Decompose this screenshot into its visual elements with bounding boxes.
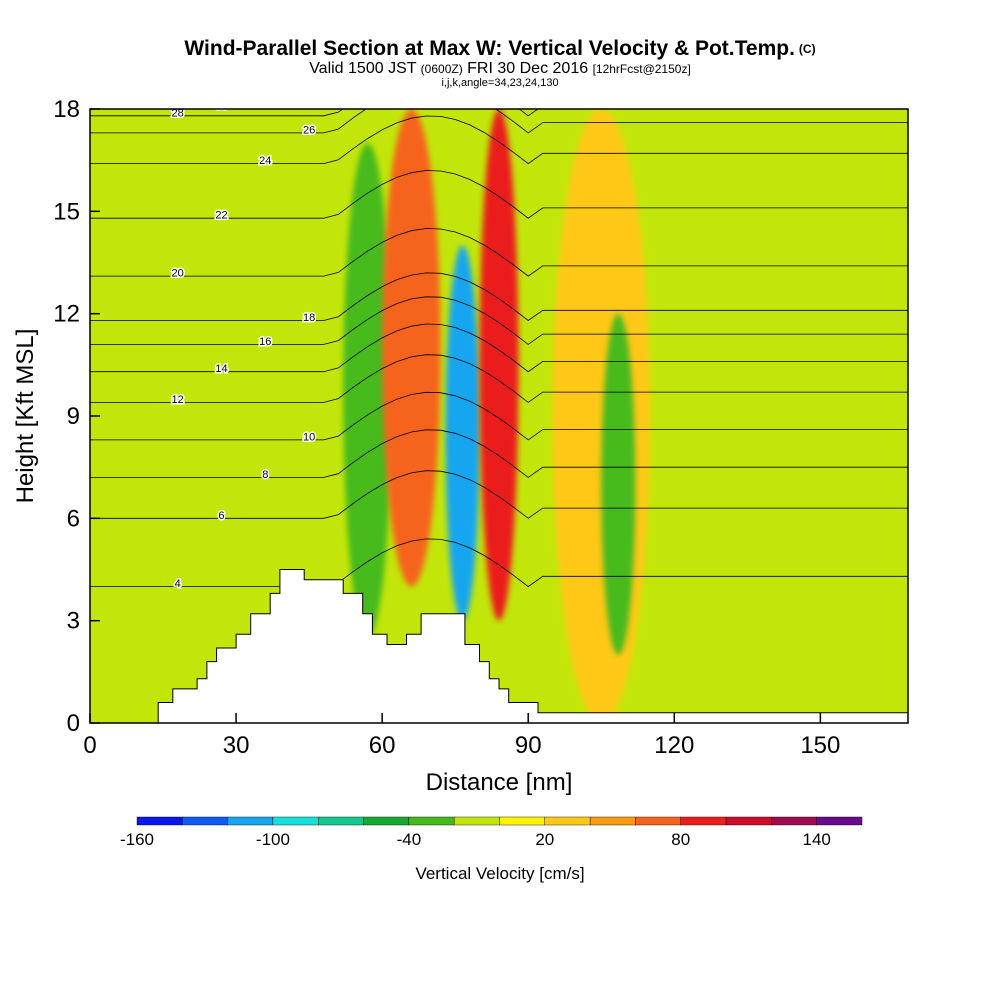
- w-region-downdraft-110nm: [601, 313, 636, 655]
- theta-label-18: 18: [303, 312, 315, 324]
- colorbar-tick-label: 140: [803, 830, 831, 849]
- colorbar-tick-label: -160: [120, 830, 154, 849]
- colorbar-swatch: [589, 816, 636, 826]
- theta-label-26: 26: [303, 124, 315, 136]
- theta-label-28: 28: [172, 107, 184, 119]
- x-tick-label: 90: [515, 732, 542, 759]
- colorbar-tick-label: -100: [256, 830, 290, 849]
- theta-contour-14: [90, 323, 908, 373]
- y-axis-label: Height [Kft MSL]: [12, 329, 39, 504]
- colorbar-swatch: [499, 816, 546, 826]
- theta-contour-8: [90, 429, 908, 478]
- theta-contour-26: [90, 109, 908, 134]
- theta-contour-4: [90, 538, 908, 588]
- y-tick-label: 18: [53, 96, 80, 123]
- theta-contour-6: [90, 470, 908, 519]
- w-region-downdraft-60nm: [343, 143, 392, 638]
- colorbar-swatch: [408, 816, 455, 826]
- theta-label-12: 12: [172, 394, 184, 406]
- colorbar-swatch: [182, 816, 228, 826]
- colorbar-swatch: [725, 816, 772, 826]
- chart-subtitle: Valid 1500 JST (0600Z) FRI 30 Dec 2016 […: [309, 60, 691, 77]
- theta-label-20: 20: [172, 268, 184, 280]
- colorbar-swatch: [771, 816, 817, 826]
- colorbar-tick-label: -40: [397, 830, 422, 849]
- y-tick-label: 6: [67, 505, 80, 532]
- colorbar-swatch: [453, 816, 500, 826]
- colorbar-swatch: [272, 816, 319, 826]
- theta-label-16: 16: [259, 336, 271, 348]
- chart-title: Wind-Parallel Section at Max W: Vertical…: [184, 37, 816, 60]
- w-region-updraft-105nm: [552, 109, 650, 723]
- colorbar-swatch: [680, 816, 727, 826]
- theta-label-14: 14: [215, 363, 227, 375]
- y-tick-label: 0: [67, 710, 80, 737]
- colorbar: -160 -100 -40 20 80 140: [120, 816, 863, 849]
- theta-contour-20: [90, 228, 908, 277]
- theta-contour-28: [90, 109, 539, 117]
- terrain-mask: [157, 569, 909, 724]
- theta-contour-16: [90, 296, 908, 345]
- y-tick-label: 3: [67, 608, 80, 635]
- w-region-updraft-83nm: [479, 109, 519, 621]
- y-tick-label: 15: [53, 198, 80, 225]
- x-tick-label: 60: [369, 732, 396, 759]
- theta-contour-22: [90, 170, 908, 219]
- colorbar-tick-label: 80: [671, 830, 690, 849]
- colorbar-swatch: [363, 816, 410, 826]
- y-tick-label: 9: [67, 403, 80, 430]
- colorbar-tick-label: 20: [535, 830, 554, 849]
- w-region-downdraft-core-77nm: [445, 245, 480, 621]
- colorbar-label: Vertical Velocity [cm/s]: [415, 864, 585, 883]
- theta-contour-12: [90, 354, 908, 403]
- colorbar-swatch: [227, 816, 274, 826]
- y-tick-label: 12: [53, 301, 80, 328]
- x-tick-label: 120: [654, 732, 694, 759]
- colorbar-swatch: [816, 816, 863, 826]
- colorbar-swatch: [136, 816, 183, 826]
- theta-contour-18: [90, 272, 908, 321]
- theta-contour-30: [90, 109, 530, 110]
- theta-label-24: 24: [259, 155, 271, 167]
- theta-label-22: 22: [215, 210, 227, 222]
- theta-label-4: 4: [175, 578, 181, 590]
- colorbar-swatch: [318, 816, 364, 826]
- x-tick-label: 0: [83, 732, 96, 759]
- theta-contour-10: [90, 391, 908, 441]
- theta-label-8: 8: [262, 469, 268, 481]
- colorbar-swatch: [544, 816, 591, 826]
- theta-label-30: 30: [215, 101, 227, 113]
- x-axis-label: Distance [nm]: [426, 769, 573, 796]
- theta-contour-24: [90, 115, 908, 165]
- x-tick-label: 30: [223, 732, 250, 759]
- copyright-mark: (C): [798, 42, 816, 56]
- chart-subtitle-indices: i,j,k,angle=34,23,24,130: [441, 77, 559, 89]
- x-tick-label: 150: [800, 732, 840, 759]
- colorbar-swatch: [635, 816, 681, 826]
- theta-label-6: 6: [218, 510, 224, 522]
- theta-label-10: 10: [303, 431, 315, 443]
